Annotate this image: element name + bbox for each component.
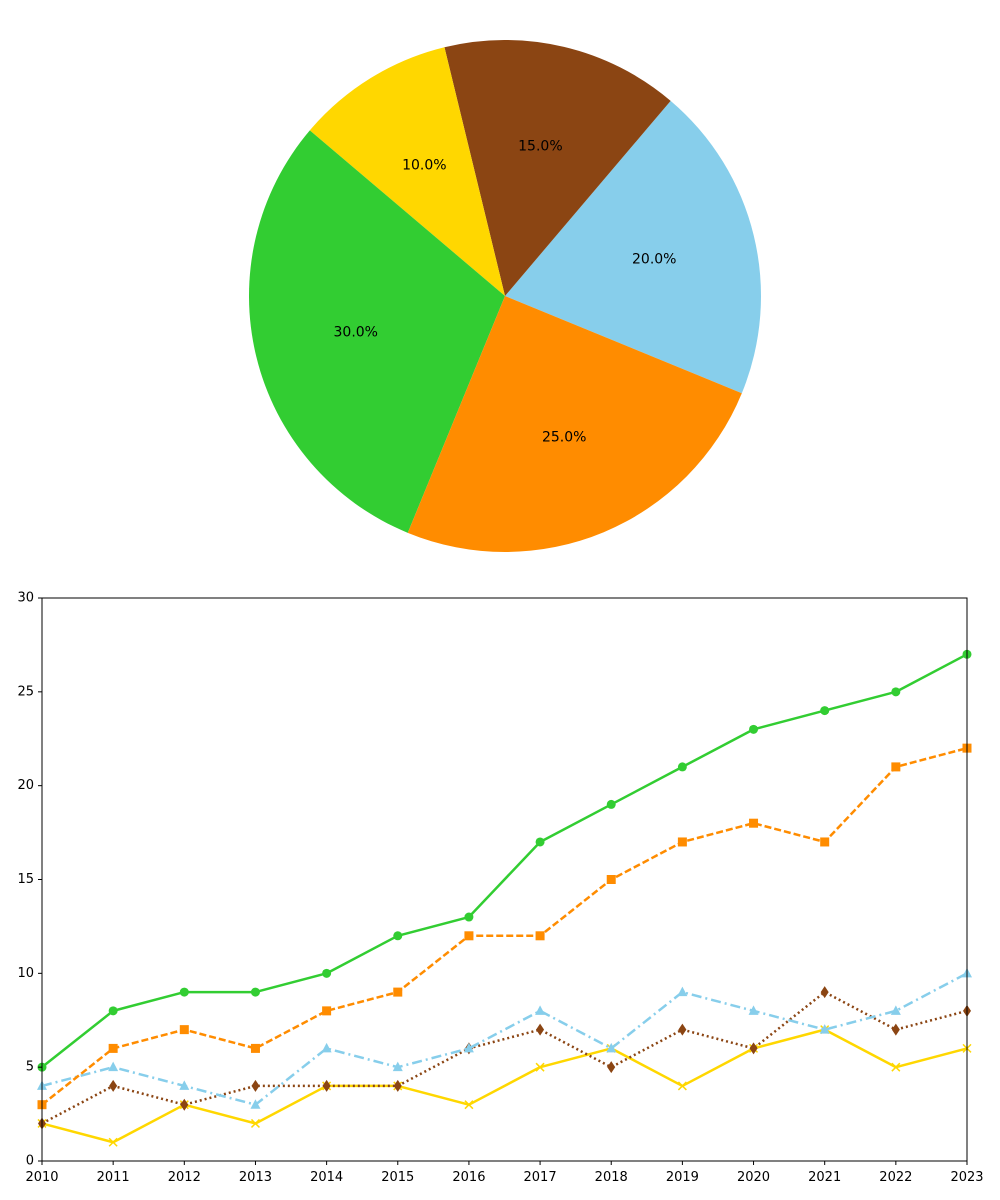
data-point-marker: [536, 1023, 545, 1036]
data-point-marker: [677, 762, 687, 772]
data-point-marker: [890, 1005, 901, 1015]
data-point-marker: [677, 1081, 687, 1091]
data-point-marker: [606, 875, 616, 884]
data-point-marker: [250, 987, 260, 997]
y-tick-label: 10: [17, 966, 34, 981]
data-point-marker: [606, 799, 616, 809]
line-series-5: [37, 1025, 972, 1147]
pie-slice-percent-label: 25.0%: [542, 430, 586, 446]
data-point-marker: [891, 1023, 900, 1036]
y-axis: 0 5 10 15 20 25 30: [17, 591, 42, 1169]
data-point-marker: [251, 1079, 260, 1092]
data-point-marker: [393, 1079, 402, 1092]
data-point-marker: [677, 986, 688, 997]
x-tick-label: 2013: [239, 1170, 272, 1185]
x-tick-label: 2021: [808, 1170, 841, 1185]
x-tick-label: 2022: [879, 1170, 912, 1185]
data-point-marker: [535, 1062, 545, 1072]
pie-slice-percent-label: 10.0%: [402, 157, 446, 173]
data-point-marker: [819, 1024, 830, 1034]
x-tick-label: 2015: [381, 1170, 414, 1185]
data-point-marker: [820, 706, 830, 716]
data-point-marker: [392, 1061, 403, 1072]
y-tick-label: 30: [17, 591, 34, 606]
pie-slice: [444, 40, 671, 297]
x-tick-label: 2020: [737, 1170, 770, 1185]
x-tick-label: 2017: [524, 1170, 557, 1185]
data-point-marker: [321, 1042, 332, 1053]
data-point-marker: [322, 1079, 331, 1092]
data-point-marker: [820, 986, 829, 999]
x-tick-label: 2011: [97, 1170, 130, 1185]
data-point-marker: [463, 1042, 474, 1053]
line-series-group: [37, 649, 972, 1147]
x-tick-label: 2014: [310, 1170, 343, 1185]
x-tick-label: 2010: [25, 1170, 58, 1185]
y-tick-label: 25: [17, 684, 34, 699]
data-point-marker: [464, 912, 474, 922]
data-point-marker: [393, 931, 403, 941]
pie-slice-percent-label: 30.0%: [334, 324, 378, 340]
data-point-marker: [891, 687, 901, 697]
data-point-marker: [179, 1025, 189, 1035]
data-point-marker: [250, 1043, 260, 1053]
pie-slice-percent-label: 20.0%: [632, 252, 676, 268]
data-point-marker: [108, 1061, 119, 1072]
data-point-marker: [250, 1099, 261, 1109]
data-point-marker: [535, 1005, 546, 1015]
pie-slice: [249, 130, 505, 533]
data-point-marker: [250, 1118, 260, 1129]
y-tick-label: 0: [26, 1154, 34, 1169]
data-point-marker: [108, 1006, 118, 1016]
data-point-marker: [322, 1006, 332, 1016]
data-point-marker: [109, 1079, 118, 1092]
data-point-marker: [535, 837, 545, 847]
data-point-marker: [322, 968, 332, 978]
data-point-marker: [179, 1080, 190, 1090]
x-tick-label: 2016: [452, 1170, 485, 1185]
data-point-marker: [535, 931, 545, 941]
series-line: [41, 972, 968, 1106]
x-tick-label: 2018: [595, 1170, 628, 1185]
pie-slice: [309, 47, 505, 297]
pie-slice-percent-label: 15.0%: [518, 139, 562, 155]
series-line: [41, 653, 968, 1069]
data-point-marker: [749, 818, 759, 828]
x-tick-label: 2019: [666, 1170, 699, 1185]
data-point-marker: [749, 1042, 758, 1055]
data-point-marker: [891, 762, 901, 772]
series-line: [41, 746, 968, 1106]
pie-slice: [505, 100, 761, 394]
data-point-marker: [108, 1043, 118, 1053]
data-point-marker: [179, 987, 189, 997]
x-tick-label: 2012: [168, 1170, 201, 1185]
data-point-marker: [464, 1100, 474, 1110]
data-point-marker: [464, 931, 474, 941]
data-point-marker: [677, 837, 687, 847]
line-chart: 2010 2011 2012 2013 2014 2015 2016 2017 2018 2019…: [17, 591, 983, 1186]
data-point-marker: [749, 724, 759, 734]
y-tick-label: 5: [26, 1060, 34, 1075]
x-axis: 2010 2011 2012 2013 2014 2015 2016 2017 2018 2019…: [25, 1161, 984, 1185]
data-point-marker: [891, 1062, 901, 1072]
data-point-marker: [606, 1042, 617, 1053]
data-point-marker: [393, 987, 403, 997]
pie-slice: [407, 296, 742, 552]
line-series-1: [37, 649, 972, 1072]
series-line: [41, 990, 968, 1125]
data-point-marker: [820, 837, 830, 847]
x-tick-label: 2023: [950, 1170, 983, 1185]
line-series-3: [37, 967, 972, 1109]
data-point-marker: [180, 1098, 189, 1111]
data-point-marker: [607, 1061, 616, 1074]
y-tick-label: 15: [17, 872, 34, 887]
data-point-marker: [108, 1137, 118, 1147]
pie-chart: 20.0% 15.0% 10.0% 30.0% 25.0%: [249, 40, 761, 552]
data-point-marker: [748, 1005, 759, 1015]
y-tick-label: 20: [17, 778, 34, 793]
line-series-2: [37, 743, 972, 1110]
data-point-marker: [678, 1023, 687, 1036]
series-line: [41, 1028, 968, 1144]
